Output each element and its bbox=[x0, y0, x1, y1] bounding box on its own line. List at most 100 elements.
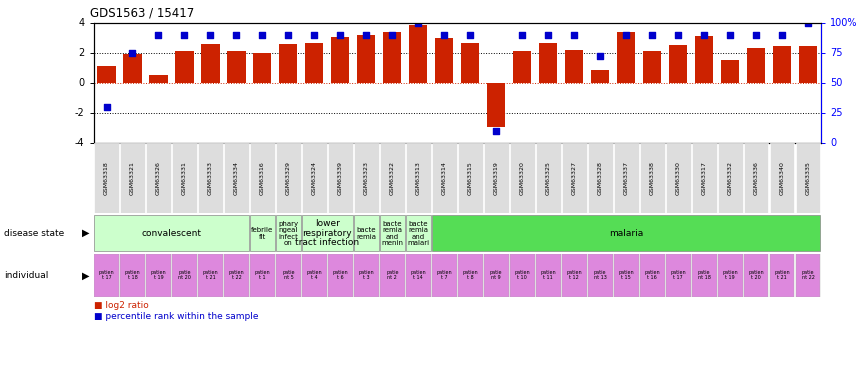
Text: patie
nt 22: patie nt 22 bbox=[802, 270, 814, 280]
Text: patie
nt 5: patie nt 5 bbox=[282, 270, 294, 280]
Bar bbox=[201, 44, 219, 82]
Bar bbox=[770, 254, 794, 297]
Point bbox=[255, 32, 269, 38]
Bar bbox=[328, 254, 352, 297]
Point bbox=[697, 32, 711, 38]
Text: GSM63327: GSM63327 bbox=[572, 161, 577, 195]
Text: patien
t 1: patien t 1 bbox=[255, 270, 270, 280]
Bar bbox=[562, 143, 586, 213]
Text: individual: individual bbox=[4, 271, 48, 280]
Point bbox=[723, 32, 737, 38]
Text: patien
t 16: patien t 16 bbox=[644, 270, 660, 280]
Bar bbox=[354, 254, 378, 297]
Bar bbox=[643, 51, 661, 82]
Text: patien
t 17: patien t 17 bbox=[670, 270, 686, 280]
Bar bbox=[536, 254, 560, 297]
Bar bbox=[250, 254, 275, 297]
Bar bbox=[380, 215, 404, 251]
Bar bbox=[432, 254, 456, 297]
Text: patien
t 22: patien t 22 bbox=[229, 270, 244, 280]
Text: bacte
remia
and
malari: bacte remia and malari bbox=[407, 220, 430, 246]
Text: GSM63329: GSM63329 bbox=[286, 161, 291, 195]
Bar bbox=[380, 254, 404, 297]
Point bbox=[645, 32, 659, 38]
Text: GSM63319: GSM63319 bbox=[494, 161, 499, 195]
Text: patien
t 19: patien t 19 bbox=[722, 270, 738, 280]
Text: GSM63326: GSM63326 bbox=[156, 161, 161, 195]
Bar bbox=[224, 254, 249, 297]
Text: patien
t 7: patien t 7 bbox=[436, 270, 452, 280]
Point bbox=[515, 32, 529, 38]
Text: GSM63316: GSM63316 bbox=[260, 161, 265, 195]
Text: GSM63320: GSM63320 bbox=[520, 161, 525, 195]
Point bbox=[541, 32, 555, 38]
Bar bbox=[536, 143, 560, 213]
Bar bbox=[721, 60, 739, 82]
Bar bbox=[406, 143, 430, 213]
Bar bbox=[250, 215, 275, 251]
Text: patien
t 19: patien t 19 bbox=[151, 270, 166, 280]
Text: GSM63337: GSM63337 bbox=[624, 161, 629, 195]
Bar bbox=[718, 254, 742, 297]
Bar bbox=[510, 254, 534, 297]
Bar bbox=[302, 143, 326, 213]
Bar bbox=[224, 143, 249, 213]
Bar bbox=[692, 143, 716, 213]
Bar bbox=[328, 143, 352, 213]
Bar bbox=[770, 143, 794, 213]
Text: ▶: ▶ bbox=[81, 228, 89, 238]
Bar bbox=[172, 143, 197, 213]
Text: bacte
remia
and
menin: bacte remia and menin bbox=[381, 220, 404, 246]
Bar bbox=[614, 143, 638, 213]
Bar bbox=[458, 143, 482, 213]
Bar bbox=[302, 254, 326, 297]
Text: lower
respiratory
tract infection: lower respiratory tract infection bbox=[295, 219, 359, 248]
Text: malaria: malaria bbox=[609, 229, 643, 238]
Bar bbox=[432, 143, 456, 213]
Bar bbox=[796, 254, 820, 297]
Bar bbox=[94, 254, 119, 297]
Point bbox=[385, 32, 399, 38]
Text: patien
t 18: patien t 18 bbox=[125, 270, 140, 280]
Point bbox=[671, 32, 685, 38]
Bar bbox=[276, 254, 301, 297]
Text: patien
t 21: patien t 21 bbox=[203, 270, 218, 280]
Text: patien
t 6: patien t 6 bbox=[333, 270, 348, 280]
Text: GSM63330: GSM63330 bbox=[675, 161, 681, 195]
Bar bbox=[94, 143, 119, 213]
Text: GSM63321: GSM63321 bbox=[130, 161, 135, 195]
Text: patie
nt 2: patie nt 2 bbox=[386, 270, 398, 280]
Bar bbox=[484, 143, 508, 213]
Text: GSM63338: GSM63338 bbox=[650, 161, 655, 195]
Bar bbox=[97, 66, 115, 82]
Text: patien
t 12: patien t 12 bbox=[566, 270, 582, 280]
Bar bbox=[253, 53, 272, 82]
Text: disease state: disease state bbox=[4, 229, 65, 238]
Text: patien
t 8: patien t 8 bbox=[462, 270, 478, 280]
Bar bbox=[562, 254, 586, 297]
Text: GSM63314: GSM63314 bbox=[442, 161, 447, 195]
Bar bbox=[744, 254, 768, 297]
Bar bbox=[279, 44, 297, 82]
Text: GSM63333: GSM63333 bbox=[208, 161, 213, 195]
Bar bbox=[591, 70, 610, 82]
Text: GSM63318: GSM63318 bbox=[104, 161, 109, 195]
Text: GSM63332: GSM63332 bbox=[727, 161, 733, 195]
Text: ■ log2 ratio: ■ log2 ratio bbox=[94, 301, 148, 310]
Bar bbox=[746, 48, 765, 82]
Bar bbox=[383, 32, 401, 82]
Point bbox=[152, 32, 165, 38]
Bar bbox=[94, 215, 249, 251]
Text: GSM63335: GSM63335 bbox=[805, 161, 811, 195]
Bar bbox=[354, 215, 378, 251]
Text: patien
t 11: patien t 11 bbox=[540, 270, 556, 280]
Bar bbox=[796, 143, 820, 213]
Bar bbox=[614, 254, 638, 297]
Point bbox=[229, 32, 243, 38]
Text: patie
nt 13: patie nt 13 bbox=[594, 270, 606, 280]
Text: GSM63336: GSM63336 bbox=[753, 161, 759, 195]
Text: GSM63313: GSM63313 bbox=[416, 161, 421, 195]
Bar bbox=[198, 254, 223, 297]
Text: GSM63334: GSM63334 bbox=[234, 161, 239, 195]
Text: patien
t 20: patien t 20 bbox=[748, 270, 764, 280]
